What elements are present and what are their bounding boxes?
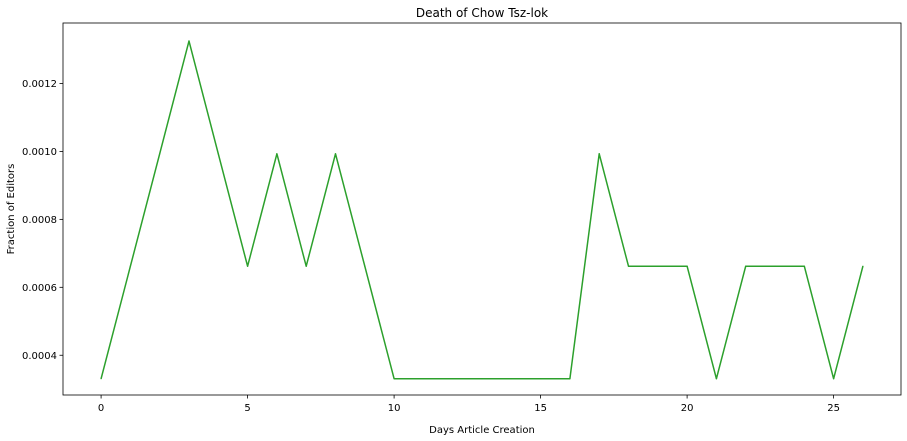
data-point <box>569 378 571 380</box>
data-point <box>745 265 747 267</box>
data-point <box>833 378 835 380</box>
data-point <box>862 265 864 267</box>
data-point <box>774 265 776 267</box>
data-point <box>803 265 805 267</box>
x-tick-label: 15 <box>534 403 547 414</box>
data-point <box>159 153 161 155</box>
y-tick-label: 0.0012 <box>22 79 57 90</box>
data-point <box>510 378 512 380</box>
y-tick-label: 0.0010 <box>22 147 57 158</box>
y-tick-label: 0.0006 <box>22 283 57 294</box>
y-axis: 0.0004 0.0006 0.0008 0.0010 0.0012 <box>22 79 63 362</box>
data-point <box>686 265 688 267</box>
plot-area <box>100 40 864 380</box>
x-tick-label: 5 <box>244 403 250 414</box>
x-tick-label: 10 <box>388 403 401 414</box>
data-point <box>364 265 366 267</box>
plot-frame <box>62 22 902 396</box>
series-line-0 <box>100 40 864 380</box>
y-tick-label: 0.0004 <box>22 351 57 362</box>
x-tick-label: 0 <box>98 403 104 414</box>
data-point <box>393 378 395 380</box>
data-point <box>481 378 483 380</box>
data-point <box>188 40 190 42</box>
x-axis: 0 5 10 15 20 25 <box>98 395 840 414</box>
data-point <box>422 378 424 380</box>
data-point <box>100 378 102 380</box>
x-tick-label: 25 <box>827 403 840 414</box>
data-point <box>276 153 278 155</box>
data-point <box>540 378 542 380</box>
chart-title: Death of Chow Tsz-lok <box>416 6 548 20</box>
data-point <box>334 153 337 155</box>
data-point <box>627 265 630 267</box>
data-point <box>217 153 219 155</box>
data-point <box>715 378 718 380</box>
y-tick-label: 0.0008 <box>22 215 57 226</box>
data-point <box>246 265 249 267</box>
data-point <box>657 265 659 267</box>
x-axis-label: Days Article Creation <box>429 425 535 436</box>
y-axis-label: Fraction of Editors <box>6 164 17 255</box>
data-point <box>452 378 454 380</box>
data-point <box>129 265 131 267</box>
data-point <box>598 153 600 155</box>
x-tick-label: 20 <box>681 403 694 414</box>
data-point <box>305 265 307 267</box>
